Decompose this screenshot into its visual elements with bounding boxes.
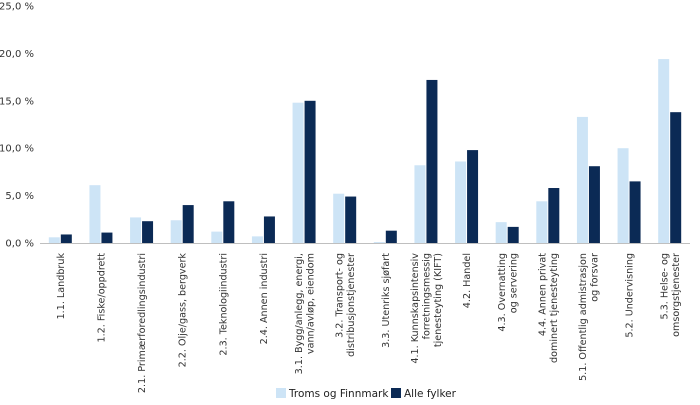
- category-label: 4.4. Annen privat: [538, 253, 549, 336]
- category-label: 2.4. Annen industri: [259, 253, 270, 344]
- category-label: 4.2. Handel: [462, 253, 473, 308]
- bar-alle-fylker: [182, 205, 194, 243]
- category-label: forretningsmessig: [421, 253, 432, 339]
- y-axis: 0,0 % 5,0 % 10,0 % 15,0 % 20,0 % 25,0 %: [0, 2, 34, 250]
- category-label: tjenesteyting (KIFT): [433, 253, 444, 347]
- bar-alle-fylker: [507, 226, 519, 243]
- bar-troms-og-finnmark: [251, 236, 263, 243]
- bar-alle-fylker: [345, 196, 357, 243]
- category-label: dominert tjenesteyting: [549, 253, 560, 363]
- bar-alle-fylker: [263, 216, 275, 243]
- bar-troms-og-finnmark: [292, 102, 304, 243]
- bar-troms-og-finnmark: [658, 59, 670, 244]
- legend-label: Alle fylker: [404, 388, 457, 400]
- bar-troms-og-finnmark: [455, 161, 467, 243]
- bar-alle-fylker: [670, 112, 682, 244]
- category-label: 4.3. Overnatting: [497, 253, 508, 332]
- category-label: 5.1. Offentlig admistrasjon: [578, 253, 589, 381]
- bar-troms-og-finnmark: [414, 165, 426, 243]
- category-label: og servering: [508, 253, 519, 313]
- legend-swatch: [276, 388, 286, 398]
- category-label: 2.3. Teknologiindustri: [218, 253, 229, 356]
- category-label: distribusjonstjenester: [346, 253, 357, 357]
- bars: [40, 59, 690, 244]
- bar-alle-fylker: [548, 188, 560, 243]
- legend-label: Troms og Finnmark: [288, 388, 389, 400]
- category-label: 3.3. Utenriks sjøfart: [381, 253, 392, 348]
- category-label: 1.1. Landbruk: [56, 253, 67, 320]
- bar-alle-fylker: [426, 79, 438, 243]
- category-label: 3.2. Transport- og: [334, 253, 345, 338]
- category-label: 5.3. Helse- og: [659, 253, 670, 320]
- bar-troms-og-finnmark: [373, 242, 385, 243]
- y-tick-label: 5,0 %: [5, 191, 34, 202]
- y-tick-label: 25,0 %: [0, 2, 34, 13]
- category-label: vann/avløp, eiendom: [305, 253, 316, 354]
- bar-alle-fylker: [588, 166, 600, 243]
- legend-swatch: [391, 388, 401, 398]
- bar-troms-og-finnmark: [211, 231, 223, 243]
- bar-troms-og-finnmark: [333, 193, 345, 243]
- y-tick-label: 0,0 %: [5, 239, 34, 250]
- bar-alle-fylker: [467, 150, 479, 243]
- category-label: og forsvar: [590, 253, 601, 302]
- bar-troms-og-finnmark: [130, 217, 142, 243]
- category-label: 4.1. Kunnskapsintensiv: [410, 253, 421, 364]
- bar-troms-og-finnmark: [170, 220, 182, 243]
- bar-alle-fylker: [304, 100, 316, 243]
- bar-alle-fylker: [101, 232, 113, 243]
- bar-alle-fylker: [142, 221, 154, 243]
- bar-alle-fylker: [223, 201, 235, 243]
- y-tick-label: 20,0 %: [0, 49, 34, 60]
- y-tick-label: 10,0 %: [0, 144, 34, 155]
- category-label: 1.2. Fiske/oppdrett: [96, 253, 107, 343]
- category-label: 2.1. Primærforedlingsindustri: [137, 253, 148, 393]
- category-label: 3.1. Bygg/anlegg, energi,: [294, 253, 305, 374]
- bar-troms-og-finnmark: [495, 222, 507, 243]
- bar-troms-og-finnmark: [536, 201, 548, 243]
- x-axis: 1.1. Landbruk 1.2. Fiske/oppdrett 2.1. Pri…: [56, 253, 682, 394]
- y-tick-label: 15,0 %: [0, 96, 34, 107]
- bar-troms-og-finnmark: [576, 116, 588, 243]
- bar-troms-og-finnmark: [89, 185, 101, 243]
- bar-alle-fylker: [60, 234, 72, 243]
- bar-alle-fylker: [629, 181, 641, 243]
- legend: Troms og Finnmark Alle fylker: [276, 388, 457, 400]
- bar-alle-fylker: [385, 230, 397, 243]
- bar-troms-og-finnmark: [48, 237, 60, 243]
- category-label: omsorgstjenester: [671, 253, 682, 337]
- category-label: 5.2. Undervisning: [625, 253, 636, 338]
- bar-troms-og-finnmark: [617, 148, 629, 243]
- category-label: 2.2. Olje/gass, bergverk: [178, 253, 189, 368]
